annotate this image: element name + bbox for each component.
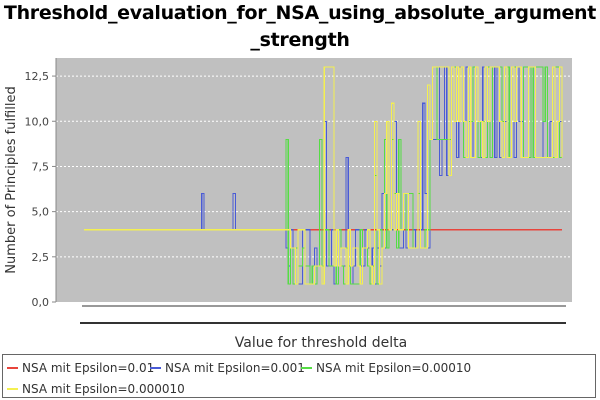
y-tick-label: 5,0 bbox=[32, 206, 50, 219]
gridlines bbox=[56, 75, 572, 258]
legend-swatch-2 bbox=[301, 367, 312, 369]
legend-swatch-1 bbox=[150, 367, 161, 369]
series-layer bbox=[84, 66, 563, 285]
legend-label-2: NSA mit Epsilon=0.00010 bbox=[316, 361, 472, 375]
y-tick-label: 10,0 bbox=[25, 115, 50, 128]
y-ticks: 0,0 2,5 5,0 7,5 10,0 12,5 bbox=[25, 70, 56, 309]
legend-label-1: NSA mit Epsilon=0.001 bbox=[165, 361, 305, 375]
chart-title-line1: Threshold_evaluation_for_NSA_using_absol… bbox=[3, 2, 597, 24]
legend: NSA mit Epsilon=0.01 NSA mit Epsilon=0.0… bbox=[2, 354, 596, 398]
series-line-3 bbox=[84, 66, 563, 285]
legend-swatch-3 bbox=[7, 388, 18, 390]
y-tick-label: 7,5 bbox=[32, 160, 50, 173]
legend-item-2: NSA mit Epsilon=0.00010 bbox=[301, 361, 471, 375]
y-tick-label: 2,5 bbox=[32, 251, 50, 264]
y-axis-label: Number of Principles fulfilled bbox=[4, 86, 19, 273]
y-tick-label: 12,5 bbox=[25, 70, 50, 83]
x-axis-label: Value for threshold delta bbox=[235, 335, 407, 351]
legend-item-1: NSA mit Epsilon=0.001 bbox=[150, 361, 305, 375]
plot-area bbox=[56, 58, 572, 302]
legend-label-0: NSA mit Epsilon=0.01 bbox=[22, 361, 155, 375]
chart-title-line2: _strength bbox=[250, 29, 350, 51]
legend-swatch-0 bbox=[7, 367, 18, 369]
chart-title: Threshold_evaluation_for_NSA_using_absol… bbox=[0, 0, 600, 54]
y-tick-label: 0,0 bbox=[32, 296, 50, 309]
legend-label-3: NSA mit Epsilon=0.000010 bbox=[22, 382, 185, 396]
legend-item-0: NSA mit Epsilon=0.01 bbox=[7, 361, 154, 375]
legend-item-3: NSA mit Epsilon=0.000010 bbox=[7, 382, 185, 396]
